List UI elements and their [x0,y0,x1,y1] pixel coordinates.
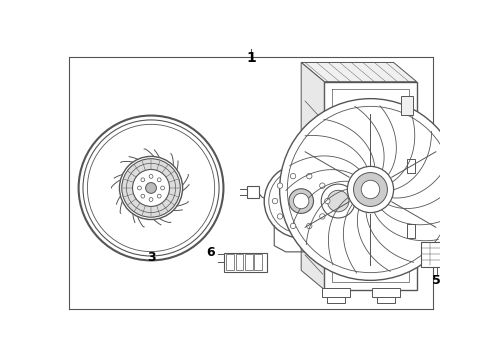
Circle shape [149,175,153,178]
Circle shape [141,194,145,198]
Circle shape [149,198,153,202]
FancyBboxPatch shape [246,186,259,198]
FancyBboxPatch shape [254,254,262,270]
Polygon shape [301,62,324,289]
FancyBboxPatch shape [318,125,326,147]
FancyBboxPatch shape [224,253,267,272]
Circle shape [291,174,296,179]
Circle shape [161,186,165,190]
Circle shape [307,174,312,179]
Circle shape [354,172,388,206]
FancyBboxPatch shape [226,254,234,270]
Circle shape [347,166,393,213]
Circle shape [269,169,334,233]
Circle shape [138,186,142,190]
Circle shape [287,106,454,273]
Circle shape [277,183,283,188]
Circle shape [327,190,349,212]
FancyBboxPatch shape [377,297,395,303]
FancyBboxPatch shape [318,179,326,200]
Circle shape [319,214,325,219]
FancyBboxPatch shape [401,95,413,115]
Text: 2: 2 [421,123,430,136]
Circle shape [291,223,296,229]
Text: 6: 6 [206,246,215,259]
Polygon shape [301,62,416,82]
Circle shape [272,198,278,204]
Circle shape [294,193,309,209]
Circle shape [319,183,325,188]
FancyBboxPatch shape [236,254,244,270]
FancyBboxPatch shape [245,254,253,270]
Circle shape [325,198,330,204]
FancyBboxPatch shape [318,229,326,250]
Circle shape [87,124,215,252]
FancyBboxPatch shape [372,288,400,297]
Text: 4: 4 [301,150,309,163]
Circle shape [157,194,161,198]
FancyBboxPatch shape [408,159,415,172]
Polygon shape [324,82,416,289]
Circle shape [361,180,380,199]
Circle shape [146,183,156,193]
Text: 3: 3 [147,251,155,264]
Circle shape [277,214,283,219]
Text: 5: 5 [432,274,441,287]
Circle shape [321,184,355,218]
Circle shape [141,178,145,182]
Circle shape [120,156,183,220]
Circle shape [157,178,161,182]
Circle shape [280,99,462,280]
Text: 1: 1 [246,51,256,65]
Circle shape [132,170,170,206]
FancyBboxPatch shape [322,288,350,297]
FancyBboxPatch shape [327,297,345,303]
Circle shape [264,164,338,238]
Circle shape [78,116,223,260]
FancyBboxPatch shape [420,242,453,266]
Circle shape [289,189,314,213]
Circle shape [83,120,219,256]
FancyBboxPatch shape [408,224,415,238]
Circle shape [122,159,180,217]
Circle shape [307,223,312,229]
